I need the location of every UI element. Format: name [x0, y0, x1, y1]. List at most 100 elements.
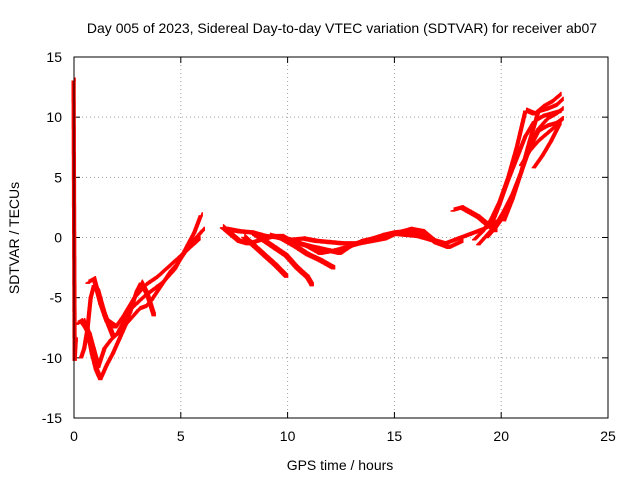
x-tick-label: 10: [280, 428, 296, 444]
series-arc-9: [252, 231, 314, 287]
data-point: [237, 238, 242, 243]
data-point: [89, 349, 94, 354]
data-point: [305, 251, 310, 257]
data-point: [134, 300, 139, 305]
data-point: [318, 250, 323, 255]
data-point: [151, 312, 156, 317]
plot-frame: [73, 56, 609, 419]
series-arc-11: [305, 226, 464, 255]
data-point: [85, 279, 90, 284]
series-arc-8: [241, 233, 289, 278]
data-point: [369, 238, 374, 243]
data-point: [111, 349, 116, 354]
data-point: [337, 250, 342, 255]
x-tick-label: 20: [493, 428, 509, 444]
data-point: [420, 229, 425, 234]
data-point: [309, 282, 314, 287]
data-point: [531, 118, 537, 123]
data-point: [78, 354, 84, 359]
data-point: [155, 286, 161, 292]
data-point: [241, 233, 246, 239]
y-tick-label: 15: [46, 49, 62, 65]
data-point: [544, 106, 549, 111]
y-tick-label: 10: [46, 109, 62, 125]
data-point: [237, 229, 242, 234]
data-point: [252, 231, 257, 236]
data-point: [548, 99, 554, 104]
y-tick-label: -10: [42, 350, 62, 366]
data-point: [484, 233, 490, 239]
data-point: [121, 312, 126, 317]
tick-labels: 0 5 10 15 20 25 -15 -10 -5 0 5 10 15: [42, 49, 616, 444]
data-point: [198, 212, 203, 217]
data-point: [544, 116, 549, 121]
data-point: [130, 313, 135, 318]
data-point: [472, 236, 477, 241]
data-marks: [71, 77, 564, 381]
data-point: [523, 107, 528, 112]
data-point: [196, 236, 201, 241]
data-point: [93, 366, 99, 371]
data-point: [98, 375, 103, 381]
data-point: [91, 276, 97, 281]
data-point: [305, 274, 310, 280]
data-point: [326, 239, 331, 245]
data-point: [501, 217, 507, 222]
data-point: [553, 102, 558, 107]
y-tick-label: 5: [54, 169, 62, 185]
data-point: [514, 143, 519, 148]
data-point: [514, 154, 519, 159]
data-point: [544, 123, 549, 128]
data-point: [446, 244, 451, 249]
data-point: [459, 238, 464, 243]
data-point: [510, 195, 515, 200]
data-point: [536, 137, 541, 142]
data-point: [454, 236, 460, 241]
data-point: [559, 96, 564, 101]
data-point: [506, 176, 511, 181]
data-point: [249, 230, 255, 235]
data-point: [331, 265, 336, 270]
data-point: [219, 224, 225, 229]
data-point: [407, 226, 413, 231]
data-point: [557, 108, 562, 114]
data-point: [557, 91, 562, 97]
data-point: [145, 291, 150, 296]
data-point: [305, 243, 310, 248]
data-point: [252, 243, 257, 248]
data-point: [548, 111, 554, 116]
x-tick-label: 15: [387, 428, 403, 444]
x-tick-label: 0: [70, 428, 78, 444]
data-point: [380, 232, 385, 237]
data-point: [194, 233, 199, 239]
series-arc-16: [489, 108, 562, 227]
data-point: [450, 207, 455, 212]
data-point: [113, 324, 118, 329]
data-point: [128, 308, 133, 313]
data-point: [540, 113, 545, 118]
x-axis-title: GPS time / hours: [287, 457, 394, 473]
data-point: [540, 103, 545, 109]
y-tick-label: 0: [54, 230, 62, 246]
data-point: [102, 344, 107, 349]
data-point: [88, 294, 93, 299]
data-point: [136, 306, 141, 311]
data-point: [292, 243, 297, 248]
data-point: [519, 161, 524, 166]
data-point: [185, 245, 190, 251]
data-point: [104, 318, 109, 323]
data-point: [98, 300, 103, 305]
data-point: [262, 238, 267, 243]
series-arc-10: [266, 232, 336, 270]
data-point: [254, 238, 259, 243]
y-axis-title: SDTVAR / TECUs: [6, 182, 22, 294]
data-point: [279, 236, 284, 241]
data-point: [117, 335, 122, 340]
data-point: [132, 294, 137, 299]
data-point: [489, 221, 494, 227]
data-point: [81, 318, 86, 323]
y-tick-label: -15: [42, 410, 62, 426]
data-point: [519, 168, 524, 174]
data-point: [262, 253, 267, 258]
series-arc-18: [519, 116, 564, 166]
